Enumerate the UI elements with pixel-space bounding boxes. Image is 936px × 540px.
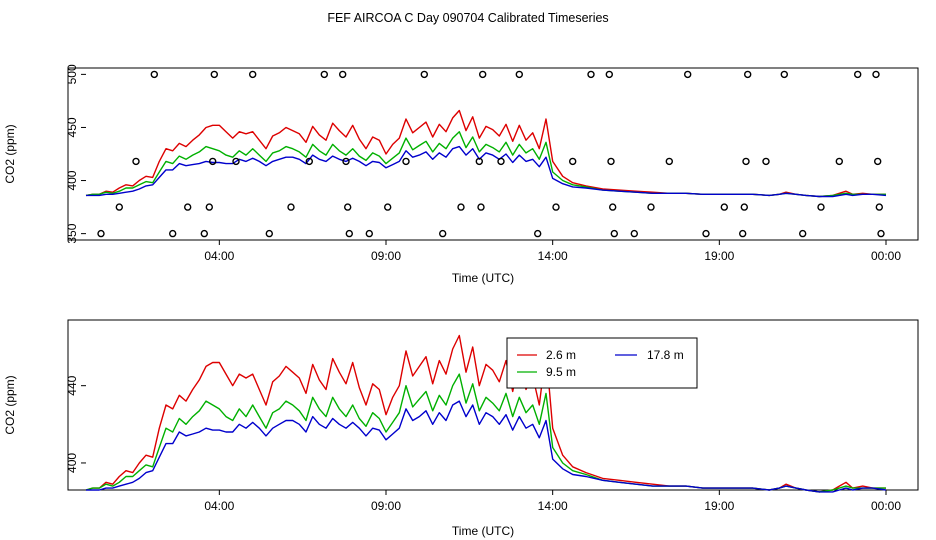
marker-point xyxy=(320,70,328,79)
marker-point xyxy=(610,229,618,238)
marker-point xyxy=(780,70,788,79)
top-x-tick-label: 00:00 xyxy=(871,249,901,263)
top-series-line-17-8m xyxy=(86,145,887,198)
marker-point xyxy=(479,70,487,79)
bottom-series-line-9-5m xyxy=(85,373,886,493)
top-y-tick-label: 500 xyxy=(65,64,79,84)
marker-point xyxy=(534,229,542,238)
marker-point xyxy=(132,157,140,166)
top-x-tick-label: 14:00 xyxy=(538,249,568,263)
marker-point xyxy=(740,203,748,211)
marker-point xyxy=(345,229,353,238)
marker-point xyxy=(552,203,560,211)
bottom-plot-frame xyxy=(67,319,919,491)
marker-point xyxy=(183,203,192,211)
marker-point xyxy=(720,203,728,211)
marker-point xyxy=(817,203,825,211)
marker-point xyxy=(344,203,352,211)
marker-point xyxy=(115,203,124,211)
top-y-tick-label: 450 xyxy=(65,117,79,137)
marker-point xyxy=(607,157,615,166)
marker-point xyxy=(384,203,392,211)
marker-point xyxy=(762,157,770,166)
legend-label-9-5m: 9.5 m xyxy=(546,365,576,379)
marker-point xyxy=(210,70,219,79)
marker-point xyxy=(799,229,807,238)
marker-point xyxy=(742,157,750,166)
bottom-x-tick-label: 00:00 xyxy=(871,499,901,513)
bottom-y-tick-label: 400 xyxy=(65,453,79,473)
marker-point xyxy=(477,203,485,211)
legend-label-17-8m: 17.8 m xyxy=(647,348,684,362)
marker-point xyxy=(248,70,257,79)
bottom-y-tick-label: 440 xyxy=(65,375,79,395)
bottom-x-tick-label: 14:00 xyxy=(538,499,568,513)
bottom-series-line-17-8m xyxy=(86,400,887,493)
top-y-axis-label: CO2 (ppm) xyxy=(3,124,17,183)
marker-point xyxy=(208,157,217,166)
marker-point xyxy=(515,70,523,79)
legend-box xyxy=(506,337,698,389)
top-series-lines xyxy=(85,109,887,198)
marker-point xyxy=(647,203,655,211)
marker-point xyxy=(420,70,428,79)
marker-point xyxy=(457,203,465,211)
legend: 2.6 m 17.8 m 9.5 m xyxy=(506,337,698,389)
top-axis-ticks: 04:00 09:00 14:00 19:00 00:00 350 400 450 500 xyxy=(65,64,901,263)
marker-point xyxy=(854,70,862,79)
top-plot-frame xyxy=(67,67,919,241)
chart-title: FEF AIRCOA C Day 090704 Calibrated Times… xyxy=(327,11,608,25)
bottom-x-tick-label: 19:00 xyxy=(704,499,734,513)
marker-point xyxy=(402,157,410,166)
marker-point xyxy=(684,70,692,79)
bottom-x-tick-label: 09:00 xyxy=(371,499,401,513)
marker-point xyxy=(475,157,483,166)
top-x-axis-label: Time (UTC) xyxy=(452,271,514,285)
marker-point xyxy=(877,229,885,238)
bottom-series-lines xyxy=(85,334,887,493)
top-panel: Time (UTC) CO2 (ppm) 04:00 09:00 14:00 19:0… xyxy=(3,64,919,285)
marker-point xyxy=(265,229,273,238)
marker-point xyxy=(339,70,347,79)
marker-point xyxy=(287,203,295,211)
marker-point xyxy=(439,229,447,238)
bottom-axis-ticks: 04:00 09:00 14:00 19:00 00:00 400 440 xyxy=(65,375,901,513)
marker-point xyxy=(609,203,617,211)
top-y-tick-label: 400 xyxy=(65,170,79,190)
bottom-panel: Time (UTC) CO2 (ppm) 04:00 09:00 14:00 19:0… xyxy=(3,319,919,538)
top-x-tick-label: 04:00 xyxy=(204,249,234,263)
marker-point xyxy=(569,157,577,166)
marker-point xyxy=(835,157,843,166)
marker-point xyxy=(342,157,350,166)
marker-point xyxy=(872,70,880,79)
marker-point xyxy=(587,70,595,79)
marker-point xyxy=(874,157,882,166)
marker-point xyxy=(630,229,638,238)
marker-point xyxy=(605,70,613,79)
top-y-tick-label: 350 xyxy=(65,223,79,243)
bottom-x-tick-label: 04:00 xyxy=(204,499,234,513)
marker-point xyxy=(168,229,177,238)
marker-point xyxy=(497,157,505,166)
marker-point xyxy=(150,70,159,79)
marker-point xyxy=(205,203,214,211)
marker-point xyxy=(305,157,313,166)
marker-point xyxy=(744,70,752,79)
legend-label-2-6m: 2.6 m xyxy=(546,348,576,362)
marker-point xyxy=(200,229,209,238)
top-x-tick-label: 09:00 xyxy=(371,249,401,263)
top-x-tick-label: 19:00 xyxy=(704,249,734,263)
marker-point xyxy=(875,203,883,211)
marker-point xyxy=(365,229,373,238)
marker-point xyxy=(702,229,710,238)
bottom-x-axis-label: Time (UTC) xyxy=(452,524,514,538)
bottom-y-axis-label: CO2 (ppm) xyxy=(3,375,17,434)
marker-point xyxy=(232,157,240,166)
marker-point xyxy=(97,229,105,238)
marker-point xyxy=(665,157,673,166)
top-markers xyxy=(97,70,885,238)
marker-point xyxy=(739,229,747,238)
